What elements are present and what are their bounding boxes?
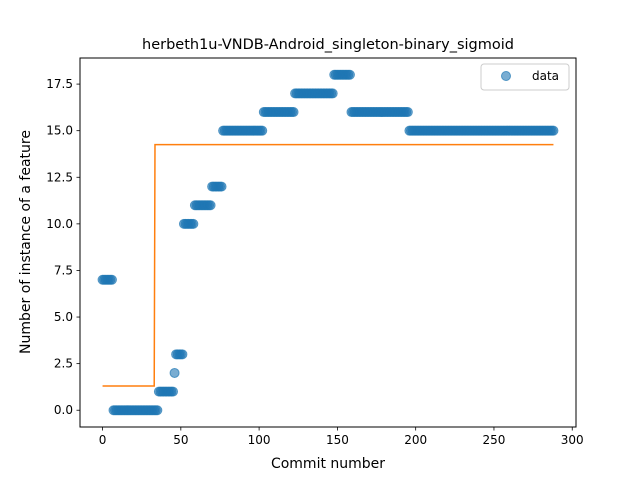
x-tick-label: 50 — [173, 433, 188, 447]
y-axis: 0.0 2.5 5.0 7.5 10.0 12.5 15.0 17.5 — [46, 77, 80, 417]
data-point — [344, 69, 355, 80]
data-point — [288, 107, 299, 118]
data-point — [168, 386, 178, 397]
data-point — [205, 200, 216, 211]
x-axis: 0 50 100 150 200 250 300 — [99, 427, 584, 447]
legend-box — [480, 63, 570, 91]
data-point — [188, 218, 199, 229]
data-point — [177, 349, 188, 360]
data-point — [169, 367, 180, 378]
data-point — [106, 274, 117, 285]
x-axis-label: Commit number — [271, 456, 385, 472]
data-point — [402, 107, 413, 118]
legend-label-data: data — [532, 69, 559, 83]
y-axis-label: Number of instance of a feature — [18, 130, 34, 354]
x-tick-label: 250 — [483, 433, 506, 447]
y-tick-label: 12.5 — [46, 170, 73, 184]
y-tick-label: 17.5 — [46, 77, 73, 91]
data-point — [216, 181, 227, 192]
x-tick-label: 100 — [248, 433, 271, 447]
x-tick-label: 300 — [561, 433, 584, 447]
chart-title: herbeth1u-VNDB-Android_singleton-binary_… — [142, 37, 514, 53]
y-tick-label: 15.0 — [46, 124, 73, 138]
y-tick-label: 10.0 — [46, 217, 73, 231]
data-point — [152, 405, 163, 416]
data-point — [257, 125, 268, 136]
y-tick-label: 0.0 — [54, 403, 73, 417]
y-tick-label: 7.5 — [54, 263, 73, 277]
sigmoid-fit-line — [102, 143, 554, 387]
data-point — [327, 88, 338, 99]
legend-marker-data — [501, 71, 511, 81]
x-tick-label: 200 — [404, 433, 427, 447]
data-point — [548, 125, 559, 136]
y-tick-label: 5.0 — [54, 310, 73, 324]
y-tick-label: 2.5 — [54, 357, 73, 371]
plot-frame — [79, 57, 577, 428]
x-tick-label: 150 — [326, 433, 349, 447]
x-tick-label: 0 — [99, 433, 107, 447]
legend: data — [480, 63, 570, 91]
plot-area — [97, 69, 559, 416]
